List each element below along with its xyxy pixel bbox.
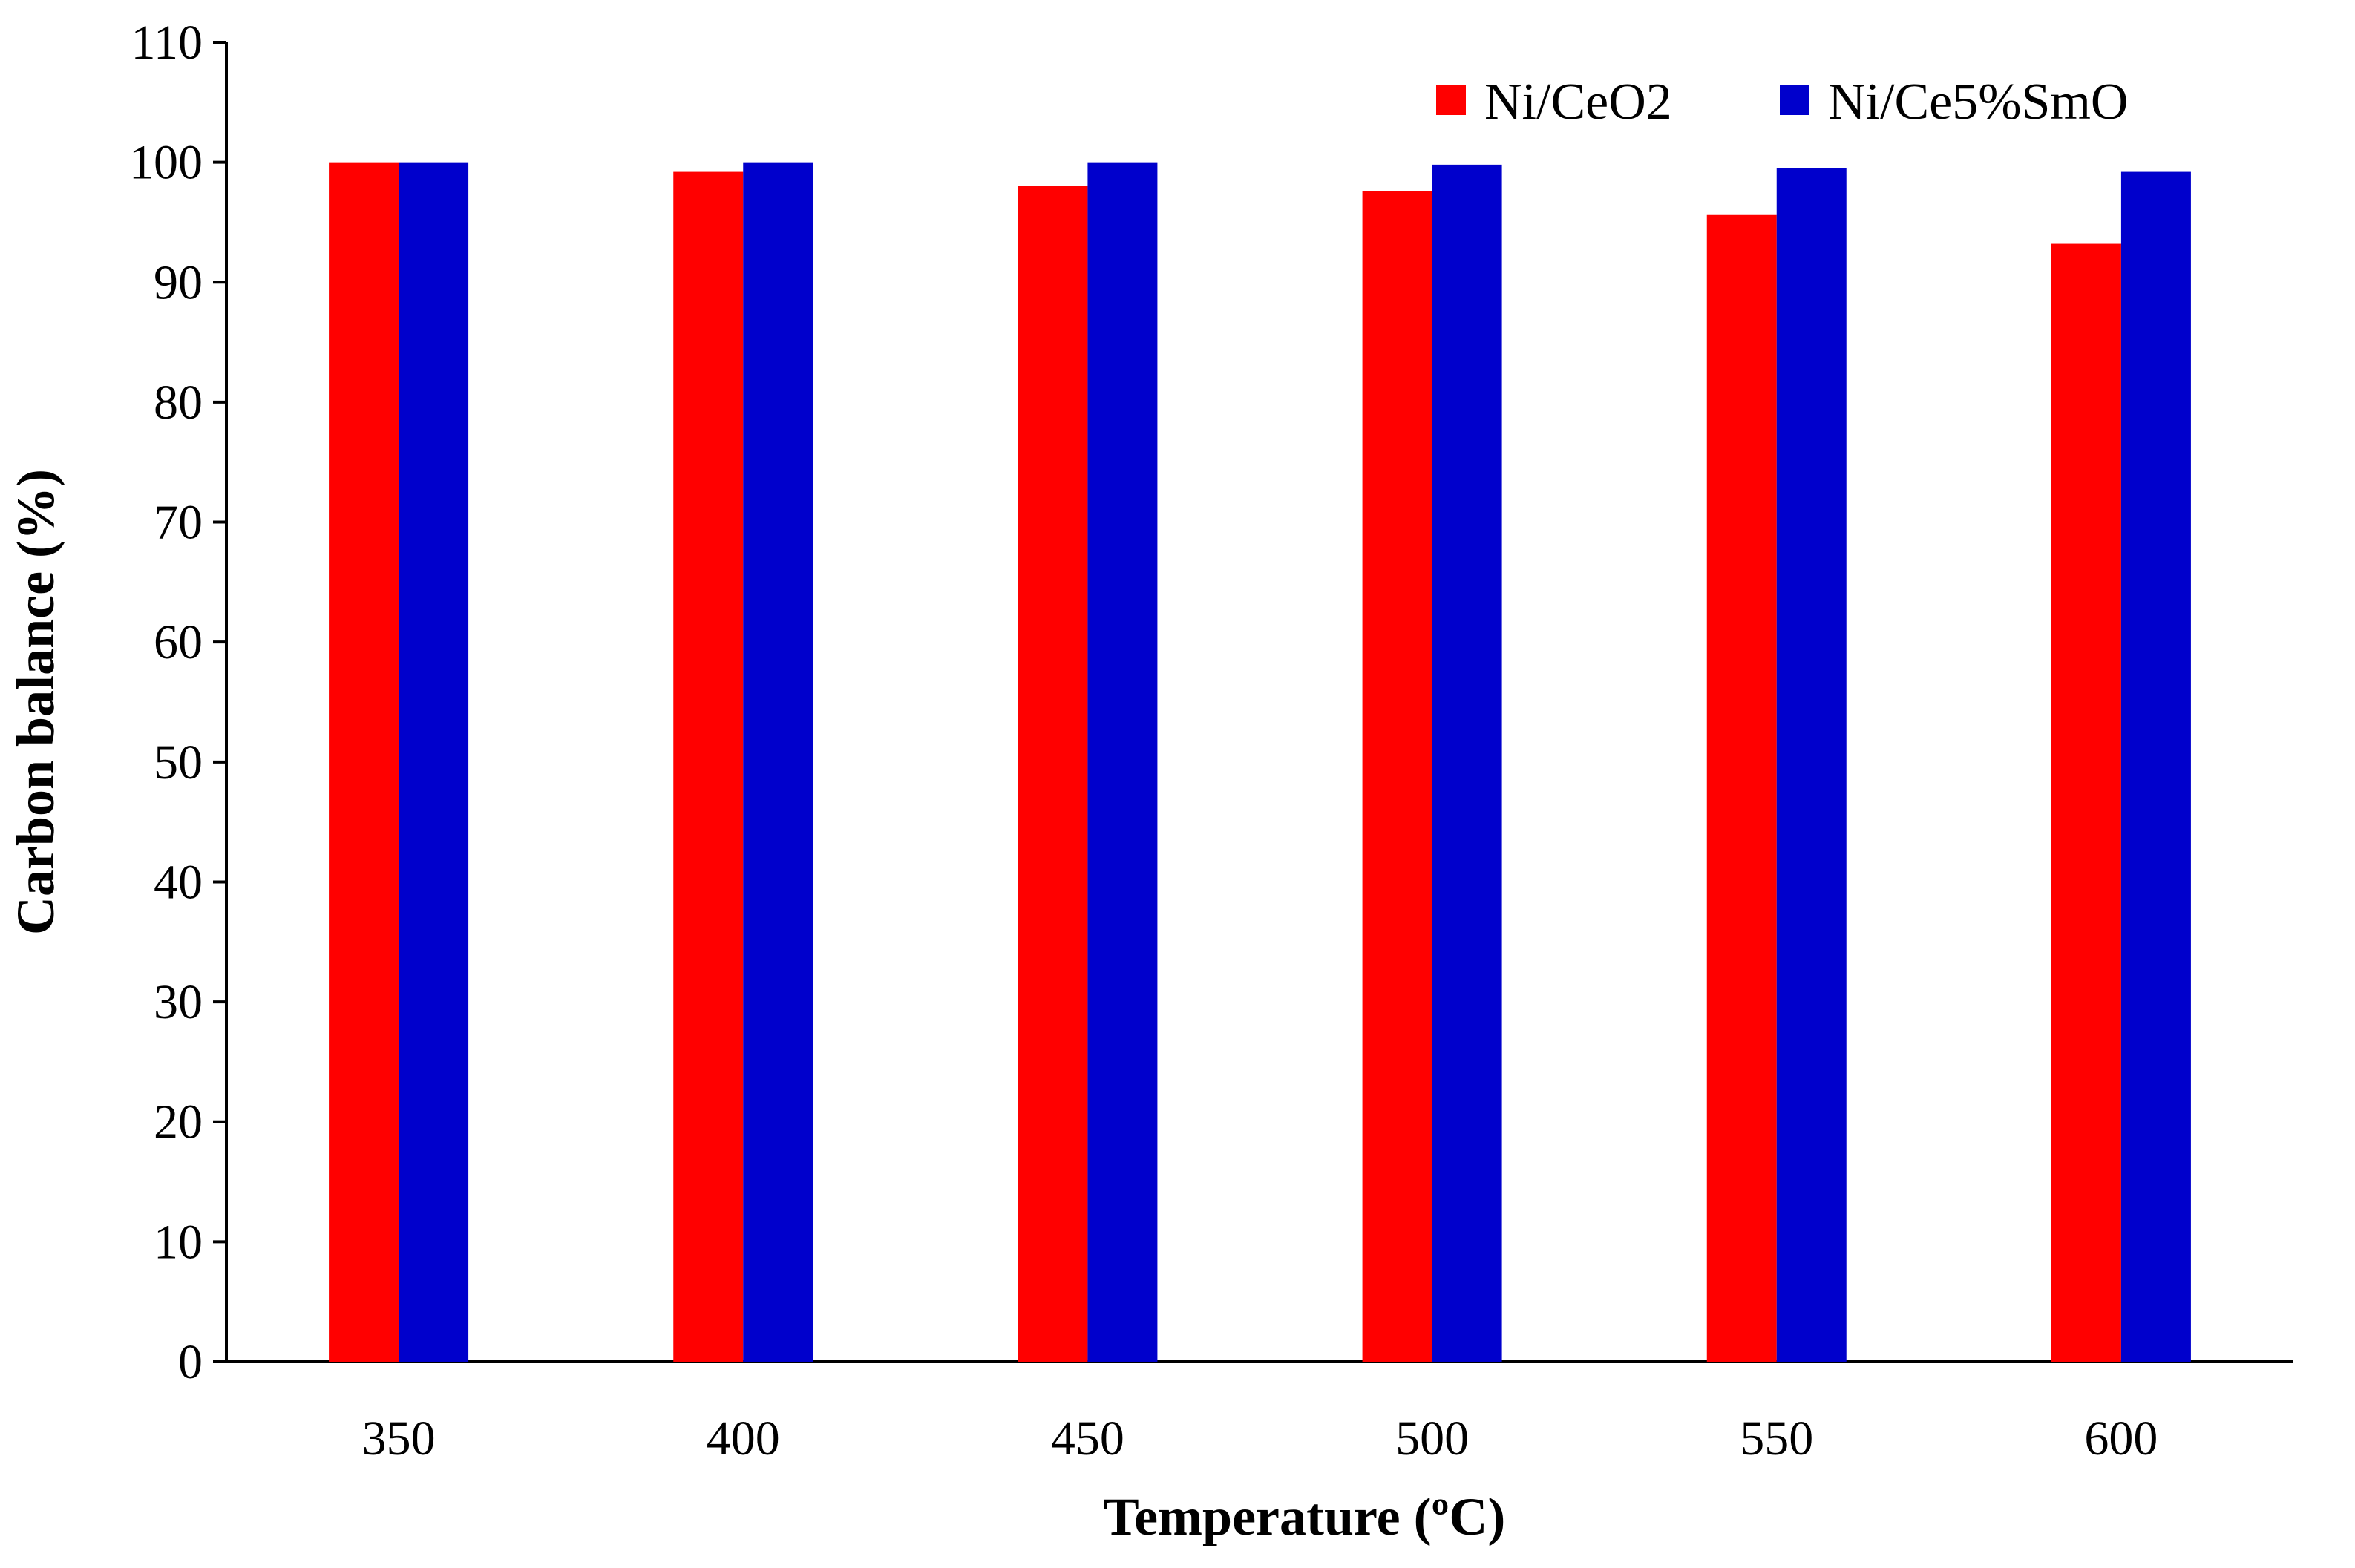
bar-ni-ce5-smo-400 — [743, 162, 813, 1362]
bar-ni-ce5-smo-500 — [1432, 164, 1502, 1362]
y-axis: 0 10 20 30 40 50 60 70 80 90 100 110 — [129, 16, 226, 1389]
legend: Ni/CeO2 Ni/Ce5%SmO — [1436, 73, 2128, 131]
bar-ni-ce5-smo-350 — [399, 162, 469, 1362]
x-tick-label: 450 — [1051, 1411, 1124, 1466]
y-tick-label: 10 — [154, 1215, 203, 1269]
bar-ni-ce5-smo-550 — [1776, 168, 1847, 1362]
y-tick-label: 70 — [154, 496, 203, 550]
bars — [329, 162, 2191, 1362]
legend-label-ni-ceo2: Ni/CeO2 — [1484, 73, 1672, 131]
x-tick-label: 600 — [2084, 1411, 2158, 1466]
y-tick-label: 0 — [178, 1335, 203, 1389]
y-tick-label: 40 — [154, 855, 203, 909]
y-tick-label: 90 — [154, 255, 203, 309]
bar-ni-ceo2-550 — [1706, 214, 1777, 1362]
x-tick-label: 350 — [362, 1411, 436, 1466]
bar-ni-ceo2-450 — [1018, 186, 1088, 1362]
x-tick-label: 550 — [1740, 1411, 1813, 1466]
y-tick-label: 30 — [154, 975, 203, 1029]
y-tick-label: 110 — [131, 16, 203, 70]
y-tick-label: 20 — [154, 1095, 203, 1149]
legend-label-ni-ce5smo: Ni/Ce5%SmO — [1828, 73, 2128, 131]
legend-swatch-ni-ce5smo — [1780, 85, 1809, 115]
y-tick-label: 50 — [154, 735, 203, 790]
bar-ni-ceo2-600 — [2051, 243, 2121, 1362]
x-tick-label: 400 — [707, 1411, 780, 1466]
plot-frame — [225, 42, 2293, 1363]
y-tick-label: 60 — [154, 615, 203, 669]
bar-ni-ce5-smo-600 — [2120, 171, 2191, 1362]
legend-swatch-ni-ceo2 — [1436, 85, 1466, 115]
x-axis-title: Temperature (ºC) — [1104, 1487, 1506, 1546]
y-tick-label: 100 — [129, 136, 203, 190]
x-tick-label: 500 — [1395, 1411, 1469, 1466]
y-tick-label: 80 — [154, 375, 203, 430]
bar-ni-ce5-smo-450 — [1087, 162, 1158, 1362]
y-axis-title: Carbon balance (%) — [6, 469, 65, 935]
x-axis: 350 400 450 500 550 600 — [362, 1411, 2158, 1466]
bar-ni-ceo2-350 — [329, 162, 399, 1362]
bar-ni-ceo2-400 — [673, 171, 744, 1362]
bar-ni-ceo2-500 — [1362, 191, 1432, 1362]
